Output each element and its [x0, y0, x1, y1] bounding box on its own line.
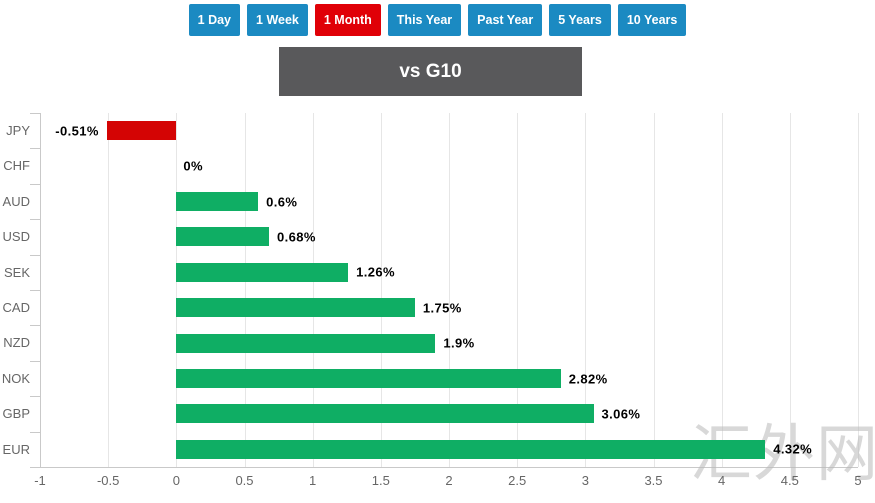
time-range-button-5-years[interactable]: 5 Years — [549, 4, 611, 36]
x-axis-tick-label: 1.5 — [371, 473, 390, 488]
y-axis-tick — [30, 254, 40, 256]
y-axis-tick — [30, 219, 40, 221]
x-axis-tick-label: 3 — [581, 473, 589, 488]
chart-title-banner: vs G10 — [279, 47, 582, 96]
x-axis-tick-label: 1 — [309, 473, 317, 488]
x-axis-tick-label: 4 — [718, 473, 726, 488]
y-axis-label-chf: CHF — [3, 158, 30, 174]
gridline — [789, 113, 791, 467]
bar-jpy — [106, 121, 177, 141]
bar-value-label-eur: 4.32% — [773, 441, 813, 457]
y-axis-label-gbp: GBP — [2, 406, 30, 422]
x-axis-tick-label: 2.5 — [508, 473, 527, 488]
y-axis-label-nzd: NZD — [3, 335, 30, 351]
bar-value-label-gbp: 3.06% — [601, 406, 641, 422]
bar-cad — [176, 298, 415, 318]
gridline — [380, 113, 382, 467]
bar-value-label-nzd: 1.9% — [443, 335, 475, 351]
bar-value-label-cad: 1.75% — [422, 300, 462, 316]
gridline — [585, 113, 587, 467]
gridline — [176, 113, 178, 467]
gridline — [858, 113, 859, 467]
bar-nok — [176, 369, 561, 388]
time-range-toolbar: 1 Day 1 Week 1 Month This Year Past Year 5 Ye… — [0, 4, 875, 36]
gridline — [108, 113, 110, 467]
y-axis-label-eur: EUR — [2, 441, 30, 457]
x-axis-tick-label: 2 — [445, 473, 453, 488]
bar-value-label-sek: 1.26% — [356, 264, 395, 280]
x-axis-tick-label: 0.5 — [235, 473, 254, 488]
x-axis-tick-label: 3.5 — [644, 473, 663, 488]
y-axis-tick — [30, 467, 40, 468]
y-axis-tick — [30, 290, 40, 291]
bar-eur — [176, 439, 766, 459]
y-axis-tick — [30, 113, 40, 114]
bar-value-label-aud: 0.6% — [266, 194, 298, 209]
gridline — [449, 113, 450, 467]
time-range-button-1-day[interactable]: 1 Day — [188, 4, 241, 36]
gridline — [653, 113, 655, 467]
bar-value-label-nok: 2.82% — [568, 371, 608, 386]
y-axis-tick — [30, 431, 40, 433]
time-range-button-1-week[interactable]: 1 Week — [247, 4, 308, 36]
gridline — [721, 113, 723, 467]
y-axis-tick — [30, 148, 40, 150]
y-axis-label-sek: SEK — [3, 264, 30, 280]
bar-usd — [176, 227, 270, 247]
y-axis-label-aud: AUD — [2, 193, 30, 209]
x-axis-tick-label: -1 — [34, 473, 46, 488]
bar-value-label-usd: 0.68% — [277, 229, 316, 245]
gridline — [517, 113, 519, 467]
y-axis-label-nok: NOK — [1, 370, 30, 386]
y-axis-tick — [30, 396, 40, 398]
y-axis-tick — [30, 360, 40, 362]
x-axis-tick-label: 4.5 — [780, 473, 799, 488]
time-range-button-this-year[interactable]: This Year — [387, 4, 462, 36]
y-axis-label-jpy: JPY — [6, 123, 30, 138]
bar-gbp — [176, 404, 594, 424]
x-axis-tick-label: 0 — [172, 473, 180, 488]
x-axis-tick-label: -0.5 — [96, 473, 120, 488]
time-range-button-1-month[interactable]: 1 Month — [314, 4, 381, 36]
y-axis-label-cad: CAD — [2, 300, 30, 315]
x-axis-line — [40, 467, 858, 468]
y-axis-tick — [30, 183, 40, 185]
gridline — [312, 113, 314, 467]
y-axis-tick — [30, 325, 40, 327]
bar-sek — [176, 262, 349, 282]
gridline — [244, 113, 246, 467]
bar-value-label-jpy: -0.51% — [55, 123, 99, 139]
time-range-button-10-years[interactable]: 10 Years — [617, 4, 687, 36]
y-axis-label-usd: USD — [2, 229, 30, 245]
x-axis-tick-label: 5 — [854, 473, 862, 488]
bar-value-label-chf: 0% — [183, 158, 203, 174]
page-title: vs G10 — [399, 60, 462, 82]
y-axis-line — [40, 113, 41, 467]
time-range-button-past-year[interactable]: Past Year — [468, 4, 543, 36]
bar-nzd — [176, 333, 436, 353]
bar-aud — [176, 192, 259, 211]
